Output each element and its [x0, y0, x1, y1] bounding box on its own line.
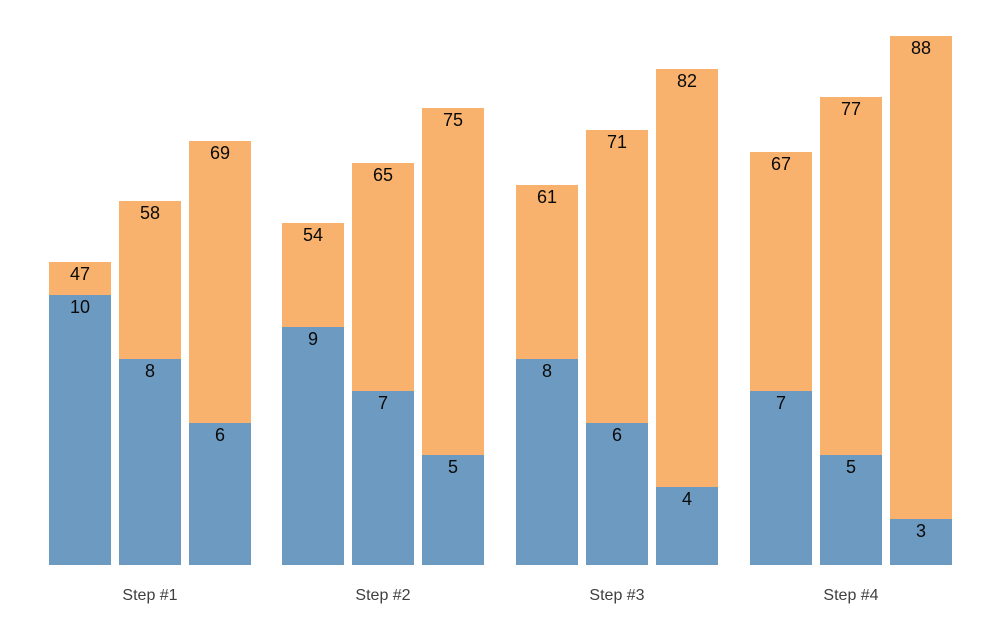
bar-total-label: 69	[209, 142, 231, 163]
bar-segment-blue	[49, 294, 111, 565]
bar-segment-blue	[750, 390, 812, 565]
bar-blue-label: 7	[775, 392, 786, 413]
bar-blue-label: 8	[144, 360, 155, 381]
bar-blue-label: 10	[69, 296, 91, 317]
x-axis-category-label: Step #2	[355, 587, 411, 604]
bar-segment-blue	[656, 487, 718, 565]
bar-segment-blue	[422, 455, 484, 565]
bar-total-label: 77	[840, 98, 862, 119]
bar-total-label: 65	[372, 164, 394, 185]
bar-blue-label: 8	[541, 360, 552, 381]
bar-total-label: 71	[606, 131, 628, 152]
bar-segment-blue	[352, 390, 414, 565]
bar-blue-label: 5	[447, 457, 458, 478]
bar-segment-blue	[119, 358, 181, 565]
x-axis-category-label: Step #4	[823, 587, 879, 604]
bar-segment-orange	[890, 36, 952, 565]
bar-total-label: 67	[770, 153, 792, 174]
bar-blue-label: 6	[611, 425, 622, 446]
bar-total-label: 75	[442, 109, 464, 130]
bar-blue-label: 4	[681, 489, 692, 510]
bar-segment-blue	[586, 423, 648, 565]
bar-segment-blue	[516, 358, 578, 565]
bar-segment-blue	[282, 326, 344, 565]
bar-total-label: 54	[302, 225, 324, 245]
bar-total-label: 47	[69, 263, 91, 284]
x-axis-category-label: Step #1	[122, 587, 178, 604]
bar-blue-label: 3	[915, 521, 926, 542]
bar-total-label: 88	[910, 38, 932, 58]
x-axis-category-label: Step #3	[589, 587, 645, 604]
bar-blue-label: 7	[377, 392, 388, 413]
bar-blue-label: 6	[214, 425, 225, 446]
bar-total-label: 82	[676, 71, 698, 91]
bar-segment-blue	[820, 455, 882, 565]
bar-segment-blue	[890, 519, 952, 565]
bar-segment-blue	[189, 423, 251, 565]
bar-segment-orange	[656, 69, 718, 565]
bar-blue-label: 5	[845, 457, 856, 478]
bar-total-label: 58	[139, 203, 161, 223]
bar-blue-label: 9	[307, 328, 318, 349]
bar-total-label: 61	[536, 186, 558, 207]
